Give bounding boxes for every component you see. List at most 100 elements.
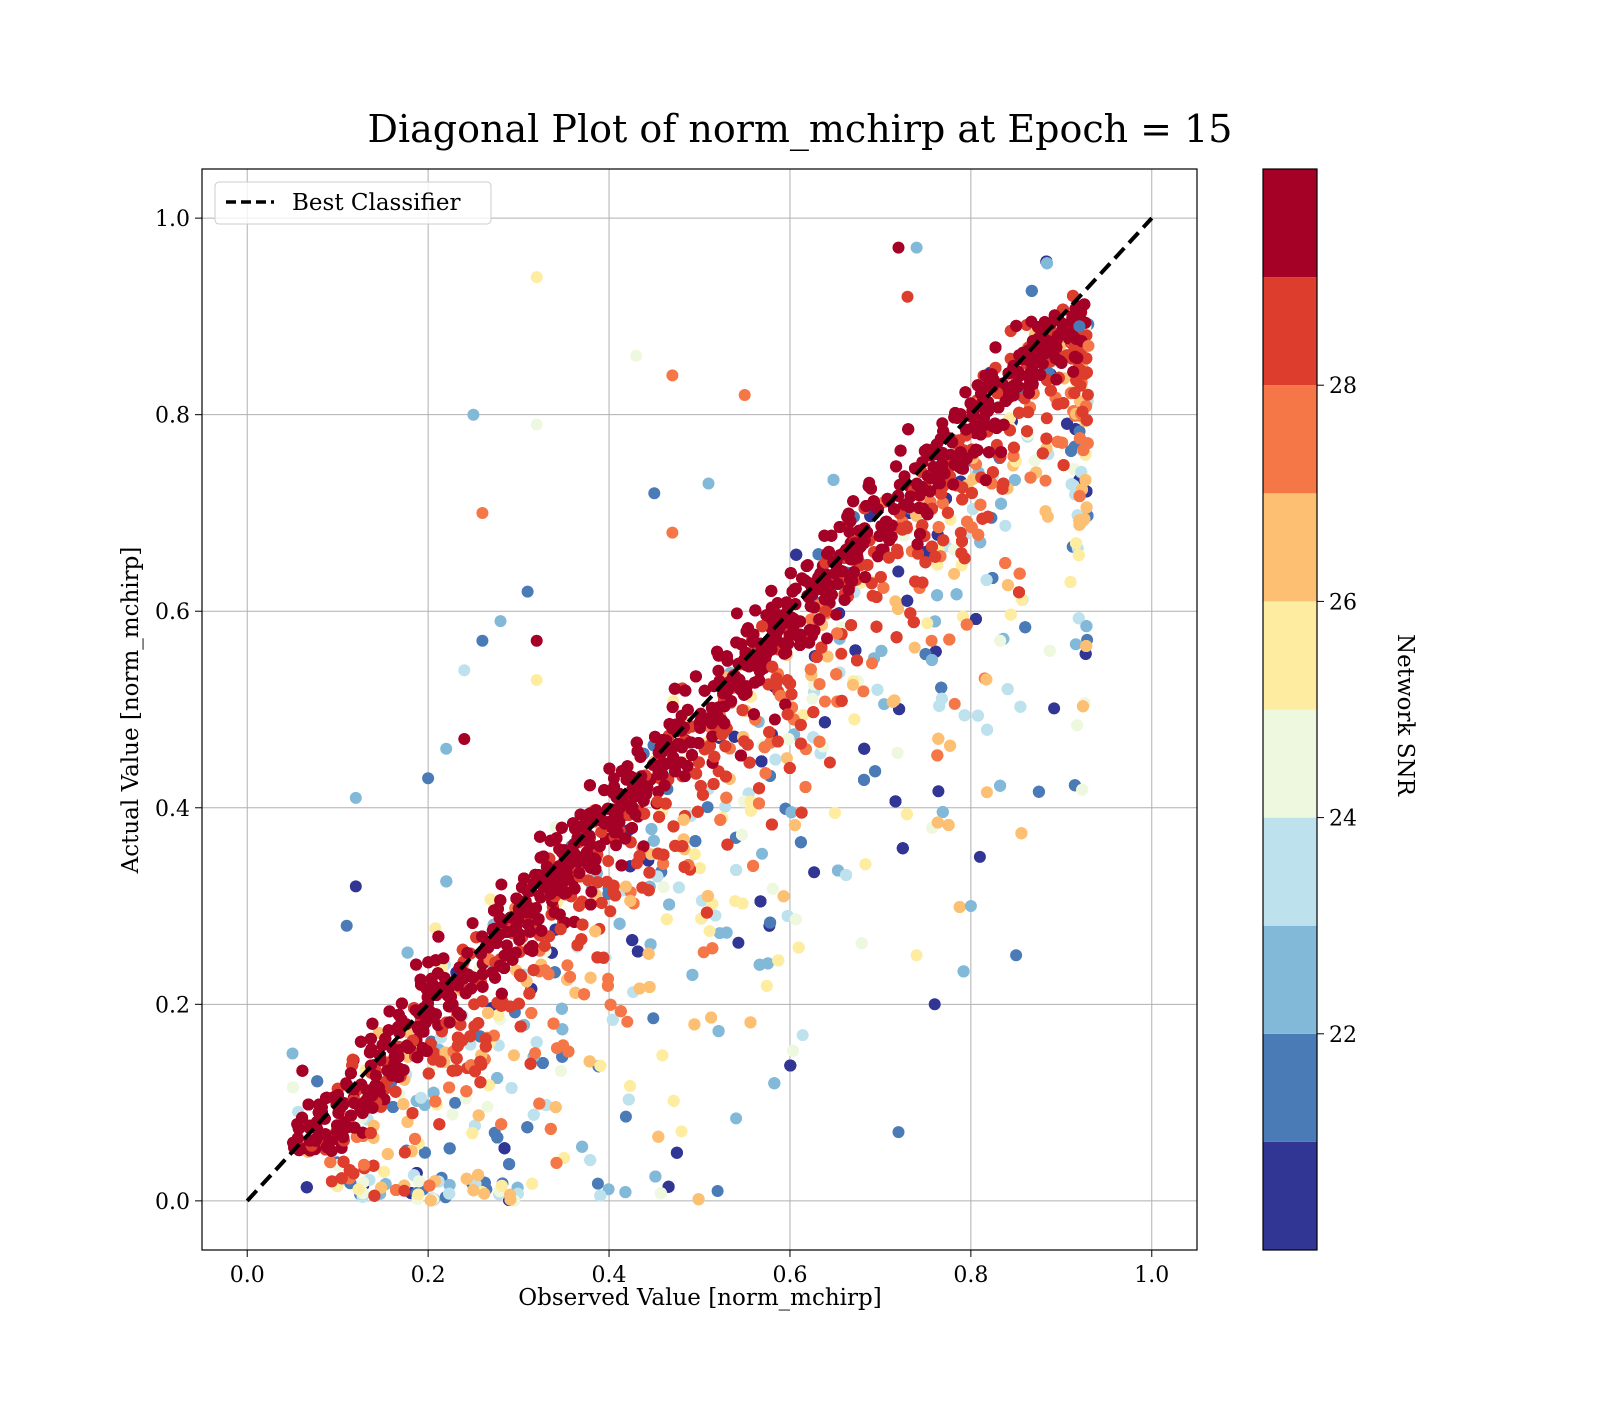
scatter-point <box>708 778 720 790</box>
scatter-point <box>763 726 775 738</box>
scatter-point <box>425 1195 437 1207</box>
scatter-point <box>840 869 852 881</box>
scatter-point <box>1048 702 1060 714</box>
scatter-point <box>551 1042 563 1054</box>
scatter-point <box>1041 257 1053 269</box>
scatter-point <box>892 747 904 759</box>
scatter-point <box>937 806 949 818</box>
scatter-point <box>814 736 826 748</box>
scatter-point <box>981 574 993 586</box>
scatter-point <box>382 1148 394 1160</box>
chart-title: Diagonal Plot of norm_mchirp at Epoch = … <box>368 107 1233 152</box>
scatter-point <box>578 988 590 1000</box>
scatter-point <box>433 1118 445 1130</box>
scatter-point <box>620 1111 632 1123</box>
scatter-point <box>1025 472 1037 484</box>
scatter-point <box>890 795 902 807</box>
scatter-point <box>901 595 913 607</box>
y-tick-label: 0.8 <box>155 404 190 429</box>
scatter-point <box>686 969 698 981</box>
scatter-point <box>926 654 938 666</box>
scatter-point <box>943 634 955 646</box>
scatter-point <box>859 858 871 870</box>
scatter-point <box>954 901 966 913</box>
scatter-point <box>772 736 784 748</box>
scatter-point <box>966 521 978 533</box>
scatter-point <box>972 710 984 722</box>
scatter-point <box>626 934 638 946</box>
x-tick-label: 0.0 <box>230 1263 265 1288</box>
scatter-point <box>624 1080 636 1092</box>
scatter-point <box>761 980 773 992</box>
scatter-point <box>901 808 913 820</box>
scatter-point <box>592 1178 604 1190</box>
scatter-point <box>562 1046 574 1058</box>
scatter-point <box>594 1190 606 1202</box>
scatter-point <box>673 882 685 894</box>
scatter-point <box>619 1186 631 1198</box>
scatter-point <box>368 1190 380 1202</box>
scatter-point <box>951 588 963 600</box>
scatter-point <box>589 925 601 937</box>
scatter-point <box>851 654 863 666</box>
scatter-point <box>814 678 826 690</box>
scatter-point <box>808 866 820 878</box>
scatter-point <box>981 724 993 736</box>
scatter-point <box>871 684 883 696</box>
scatter-point <box>1008 442 1020 454</box>
scatter-point <box>875 571 887 583</box>
scatter-point <box>961 619 973 631</box>
scatter-point <box>892 566 904 578</box>
scatter-point <box>324 1156 336 1168</box>
scatter-point <box>1066 478 1078 490</box>
scatter-point <box>621 1016 633 1028</box>
scatter-point <box>575 933 587 945</box>
scatter-point <box>1002 683 1014 695</box>
scatter-point <box>632 946 644 958</box>
scatter-point <box>531 1036 543 1048</box>
scatter-point <box>847 679 859 691</box>
scatter-point <box>523 988 535 1000</box>
scatter-point <box>932 817 944 829</box>
scatter-point <box>980 673 992 685</box>
scatter-point <box>697 789 709 801</box>
x-tick-label: 0.2 <box>411 1263 446 1288</box>
scatter-point <box>784 1060 796 1072</box>
scatter-point <box>767 883 779 895</box>
scatter-point <box>528 964 540 976</box>
scatter-point <box>1074 490 1086 502</box>
scatter-point <box>948 568 960 580</box>
scatter-point <box>819 716 831 728</box>
scatter-point <box>931 749 943 761</box>
scatter-point <box>461 1173 473 1185</box>
scatter-point <box>742 739 754 751</box>
scatter-point <box>753 797 765 809</box>
y-tick-label: 0.4 <box>155 797 190 822</box>
scatter-point <box>730 864 742 876</box>
scatter-point <box>647 1012 659 1024</box>
scatter-point <box>443 1082 455 1094</box>
scatter-point <box>451 1064 463 1076</box>
scatter-point <box>1040 475 1052 487</box>
scatter-point <box>994 780 1006 792</box>
scatter-point <box>460 1085 472 1097</box>
scatter-point <box>1033 786 1045 798</box>
scatter-point <box>705 1012 717 1024</box>
scatter-point <box>706 942 718 954</box>
scatter-point <box>848 713 860 725</box>
scatter-point <box>932 733 944 745</box>
scatter-point <box>1013 586 1025 598</box>
scatter-point <box>795 836 807 848</box>
scatter-point <box>786 688 798 700</box>
scatter-point <box>1077 700 1089 712</box>
scatter-point <box>656 1049 668 1061</box>
scatter-point <box>1080 474 1092 486</box>
scatter-point <box>508 1049 520 1061</box>
scatter-point <box>793 942 805 954</box>
scatter-point <box>506 1082 518 1094</box>
scatter-point <box>892 603 904 615</box>
scatter-point <box>935 488 947 500</box>
scatter-point <box>564 971 576 983</box>
scatter-point <box>772 954 784 966</box>
